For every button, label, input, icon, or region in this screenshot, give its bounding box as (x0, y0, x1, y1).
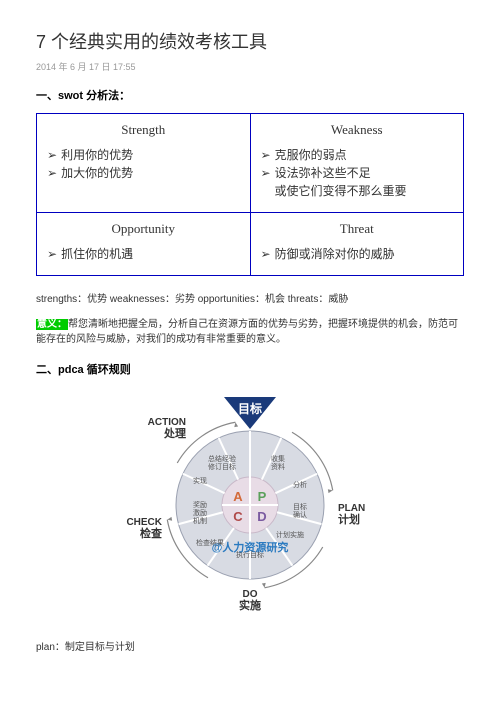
swot-cell-threat: Threat ➢防御或消除对你的威胁 (250, 213, 464, 276)
svg-text:P: P (258, 489, 267, 504)
swot-strength-title: Strength (47, 122, 240, 138)
swot-cell-opportunity: Opportunity ➢抓住你的机遇 (37, 213, 251, 276)
svg-text:目标确认: 目标确认 (293, 502, 307, 519)
swot-weakness-line-0: 克服你的弱点 (275, 146, 347, 164)
swot-weakness-line-2: 或使它们变得不那么重要 (275, 182, 407, 200)
swot-threat-title: Threat (261, 221, 454, 237)
pdca-diagram: 目标APCD总结经验修订目标收集资料分析目标确认计划实施执行目标检查结果奖励激励… (120, 387, 380, 620)
svg-text:实施: 实施 (239, 598, 261, 612)
swot-strength-line-1: 加大你的优势 (61, 164, 133, 182)
meaning-body: 帮您清晰地把握全局，分析自己在资源方面的优势与劣势，把握环境提供的机会，防范可能… (36, 319, 458, 345)
plan-definition: plan：制定目标与计划 (36, 638, 464, 653)
swot-weakness-title: Weakness (261, 122, 454, 138)
svg-text:分析: 分析 (293, 480, 307, 489)
swot-opportunity-title: Opportunity (47, 221, 240, 237)
svg-text:实现: 实现 (193, 476, 207, 485)
svg-text:总结经验修订目标: 总结经验修订目标 (208, 454, 236, 471)
svg-text:收集资料: 收集资料 (271, 454, 285, 471)
svg-text:目标: 目标 (238, 401, 262, 416)
svg-text:PLAN: PLAN (338, 503, 365, 514)
swot-cell-weakness: Weakness ➢克服你的弱点 ➢设法弥补这些不足 或使它们变得不那么重要 (250, 114, 464, 213)
swot-opportunity-line-0: 抓住你的机遇 (61, 245, 133, 263)
date: 2014 年 6 月 17 日 17:55 (36, 60, 464, 73)
section-1-head: 一、swot 分析法： (36, 87, 464, 103)
svg-text:处理: 处理 (163, 426, 186, 440)
swot-strength-line-0: 利用你的优势 (61, 146, 133, 164)
svg-text:CHECK: CHECK (126, 517, 162, 528)
swot-meaning: 意义：帮您清晰地把握全局，分析自己在资源方面的优势与劣势，把握环境提供的机会，防… (36, 317, 464, 347)
meaning-label: 意义： (36, 319, 68, 330)
swot-weakness-line-1: 设法弥补这些不足 (275, 164, 371, 182)
svg-text:DO: DO (243, 589, 258, 600)
swot-cell-strength: Strength ➢利用你的优势 ➢加大你的优势 (37, 114, 251, 213)
swot-threat-line-0: 防御或消除对你的威胁 (275, 245, 395, 263)
svg-text:ACTION: ACTION (148, 417, 186, 428)
svg-text:@人力资源研究: @人力资源研究 (212, 540, 289, 554)
svg-text:A: A (233, 489, 243, 504)
svg-text:奖励激励机制: 奖励激励机制 (193, 500, 207, 525)
swot-table: Strength ➢利用你的优势 ➢加大你的优势 Weakness ➢克服你的弱… (36, 113, 464, 276)
section-2-head: 二、pdca 循环规则 (36, 361, 464, 377)
svg-text:计划: 计划 (338, 512, 360, 526)
svg-text:检查: 检查 (140, 526, 162, 540)
svg-text:D: D (257, 509, 266, 524)
svg-text:C: C (233, 509, 243, 524)
svg-text:计划实施: 计划实施 (276, 530, 304, 539)
swot-definitions: strengths：优势 weaknesses：劣势 opportunities… (36, 290, 464, 305)
page-title: 7 个经典实用的绩效考核工具 (36, 28, 464, 54)
